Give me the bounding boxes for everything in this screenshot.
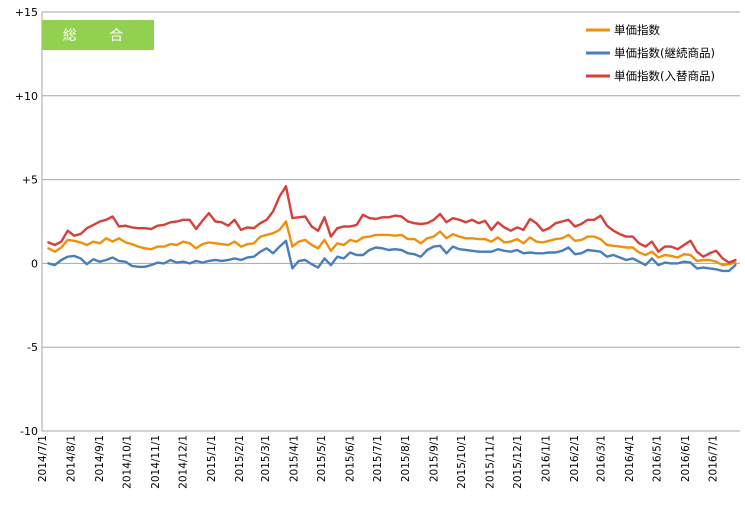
x-tick-label: 2015/1/1 [206, 435, 218, 482]
series-lines [47, 185, 737, 273]
x-tick-label: 2015/4/1 [288, 435, 300, 482]
series-line-2 [47, 239, 737, 273]
x-tick-label: 2016/6/1 [680, 435, 692, 482]
y-tick-label: 0 [31, 257, 38, 270]
x-tick-label: 2015/3/1 [260, 435, 272, 482]
x-tick-label: 2015/6/1 [344, 435, 356, 482]
legend-label: 単価指数(入替商品) [614, 69, 715, 83]
x-tick-label: 2015/11/1 [485, 435, 497, 489]
x-tick-label: 2014/12/1 [177, 435, 189, 489]
x-tick-label: 2014/10/1 [121, 435, 133, 489]
x-axis-ticks: 2014/7/1 2014/8/1 2014/9/1 2014/10/1 2014/11… [37, 435, 719, 489]
x-tick-label: 2015/8/1 [400, 435, 412, 482]
series-line-3 [47, 185, 737, 264]
x-tick-label: 2016/4/1 [624, 435, 636, 482]
x-tick-label: 2015/10/1 [456, 435, 468, 489]
category-badge-background [42, 20, 154, 50]
x-tick-label: 2016/2/1 [569, 435, 581, 482]
x-tick-label: 2015/12/1 [512, 435, 524, 489]
x-tick-label: 2015/9/1 [429, 435, 441, 482]
y-tick-label: +5 [22, 174, 38, 187]
x-tick-label: 2015/5/1 [316, 435, 328, 482]
y-tick-label: +10 [15, 90, 38, 103]
y-tick-label: -5 [27, 341, 38, 354]
legend-label: 単価指数(継続商品) [614, 46, 715, 60]
x-tick-label: 2014/9/1 [94, 435, 106, 482]
y-tick-label: +15 [15, 6, 38, 19]
x-tick-label: 2014/11/1 [150, 435, 162, 489]
x-tick-label: 2016/5/1 [652, 435, 664, 482]
x-tick-label: 2016/7/1 [707, 435, 719, 482]
x-tick-label: 2016/3/1 [596, 435, 608, 482]
y-tick-label: -10 [20, 425, 38, 438]
x-tick-label: 2016/1/1 [541, 435, 553, 482]
series-line-1 [47, 220, 737, 267]
x-tick-label: 2014/7/1 [37, 435, 49, 482]
x-tick-label: 2014/8/1 [65, 435, 77, 482]
legend-label: 単価指数 [614, 23, 660, 37]
x-tick-label: 2015/7/1 [372, 435, 384, 482]
category-badge-label: 総 合 [63, 28, 137, 44]
category-badge: 総 合 [42, 20, 154, 50]
y-axis-ticks: +15 +10 +5 0 -5 -10 [15, 6, 38, 438]
x-tick-label: 2015/2/1 [234, 435, 246, 482]
